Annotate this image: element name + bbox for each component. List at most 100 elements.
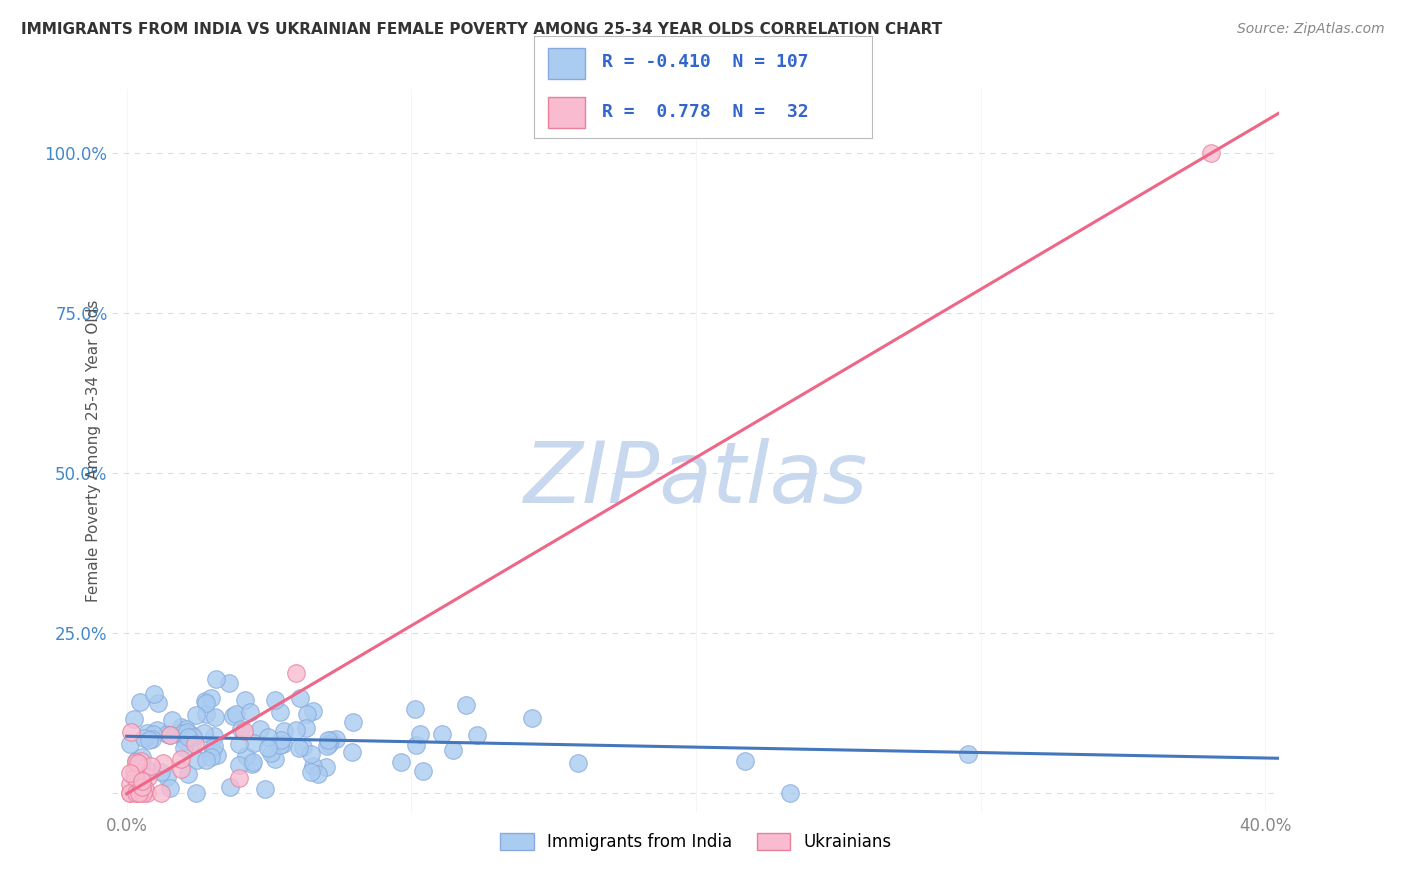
Point <box>204 673 226 687</box>
Point <box>269 705 291 719</box>
Point <box>195 706 218 721</box>
Point <box>156 727 179 741</box>
Point <box>132 778 155 792</box>
Point <box>118 737 141 751</box>
Point <box>193 726 215 740</box>
Point <box>170 762 193 776</box>
Point <box>202 730 225 744</box>
Point <box>222 709 245 723</box>
Point <box>125 754 148 768</box>
Point <box>316 732 339 747</box>
Point <box>118 766 141 780</box>
Point <box>139 759 162 773</box>
Point <box>405 739 427 753</box>
Point <box>285 723 308 737</box>
Point <box>160 713 183 727</box>
Point <box>150 785 173 799</box>
Point <box>138 732 160 747</box>
Point <box>205 747 228 762</box>
Point <box>170 719 193 733</box>
Point <box>135 762 157 776</box>
Point <box>270 733 292 747</box>
Text: R =  0.778  N =  32: R = 0.778 N = 32 <box>602 103 808 120</box>
Point <box>134 731 156 745</box>
Point <box>318 737 340 751</box>
Text: ZIPatlas: ZIPatlas <box>524 438 868 521</box>
Legend: Immigrants from India, Ukrainians: Immigrants from India, Ukrainians <box>494 826 898 857</box>
Point <box>131 750 153 764</box>
Point <box>125 755 148 769</box>
Point <box>181 728 204 742</box>
Point <box>176 722 198 736</box>
Point <box>218 676 240 690</box>
Point <box>200 750 222 764</box>
Point <box>136 770 159 784</box>
Point <box>120 785 142 799</box>
FancyBboxPatch shape <box>548 97 585 128</box>
Point <box>170 752 193 766</box>
Point <box>956 747 979 762</box>
Point <box>302 759 325 773</box>
Point <box>127 756 149 771</box>
Point <box>465 728 488 742</box>
Point <box>184 738 207 752</box>
Point <box>271 738 294 752</box>
Point <box>340 745 363 759</box>
Point <box>118 777 141 791</box>
Point <box>256 740 278 755</box>
Point <box>287 740 309 755</box>
Point <box>148 696 170 710</box>
Point <box>118 785 141 799</box>
Point <box>156 770 179 784</box>
Point <box>159 728 181 742</box>
Point <box>253 782 276 797</box>
Point <box>734 754 756 768</box>
Point <box>342 714 364 729</box>
FancyBboxPatch shape <box>548 48 585 78</box>
Text: R = -0.410  N = 107: R = -0.410 N = 107 <box>602 54 808 71</box>
Point <box>228 772 250 786</box>
Point <box>142 687 165 701</box>
Point <box>409 727 432 741</box>
Point <box>273 723 295 738</box>
Point <box>1199 146 1222 161</box>
Point <box>194 694 217 708</box>
Point <box>129 754 152 768</box>
Point <box>454 698 477 713</box>
Point <box>202 739 225 753</box>
Point <box>404 702 426 716</box>
Point <box>299 765 322 780</box>
Point <box>122 712 145 726</box>
Point <box>159 780 181 795</box>
Point <box>186 753 208 767</box>
Point <box>225 707 247 722</box>
Point <box>195 754 218 768</box>
Point <box>389 755 412 769</box>
Point <box>263 752 285 766</box>
Point <box>204 710 226 724</box>
Point <box>779 785 801 799</box>
Point <box>135 725 157 739</box>
Point <box>321 733 343 747</box>
Point <box>307 767 329 781</box>
Point <box>239 705 262 719</box>
Point <box>264 693 287 707</box>
Point <box>184 707 207 722</box>
Point <box>195 696 218 710</box>
Point <box>176 730 198 744</box>
Point <box>235 693 257 707</box>
Point <box>146 723 169 737</box>
Point <box>285 666 308 681</box>
Point <box>181 734 204 748</box>
Point <box>124 770 146 784</box>
Point <box>149 764 172 779</box>
Point <box>173 741 195 756</box>
Point <box>242 755 264 769</box>
Point <box>131 773 153 788</box>
Point <box>176 725 198 739</box>
Point <box>129 695 152 709</box>
Point <box>315 760 337 774</box>
Point <box>124 772 146 786</box>
Point <box>159 728 181 742</box>
Point <box>297 707 319 722</box>
